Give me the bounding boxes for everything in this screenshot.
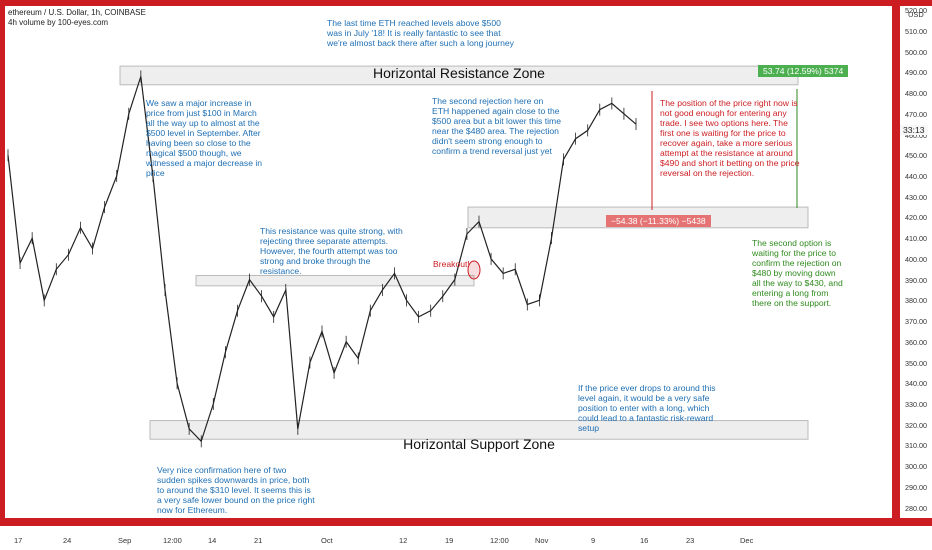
note-second-rejection: The second rejection here on ETH happene… xyxy=(432,96,561,156)
y-tick-label: 520.00 xyxy=(905,6,927,16)
x-tick-label: 17 xyxy=(14,536,23,545)
y-axis-unit: USD xyxy=(908,10,924,19)
current-price-label: 33:13 xyxy=(900,125,928,135)
resistance-zone-title: Horizontal Resistance Zone xyxy=(373,65,545,81)
y-tick-label: 420.00 xyxy=(905,213,927,223)
x-tick-label: 12:00 xyxy=(490,536,509,545)
note-second-option: The second option is waiting for the pri… xyxy=(752,238,843,308)
x-tick-label: 16 xyxy=(640,536,649,545)
x-tick-label: Nov xyxy=(535,536,549,545)
legend-volume: 4h volume by 100-eyes.com xyxy=(8,18,109,27)
note-drop: If the price ever drops to around this l… xyxy=(578,383,716,433)
y-tick-label: 290.00 xyxy=(905,482,927,492)
note-support: Very nice confirmation here of two sudde… xyxy=(157,465,315,515)
y-tick-label: 440.00 xyxy=(905,171,927,181)
y-tick-label: 430.00 xyxy=(905,192,927,202)
zone-rect-1 xyxy=(149,420,809,440)
x-tick-label: 21 xyxy=(254,536,263,545)
x-tick-label: 14 xyxy=(208,536,217,545)
x-tick-label: 12 xyxy=(399,536,408,545)
x-tick-label: 19 xyxy=(445,536,454,545)
note-resistance: This resistance was quite strong, with r… xyxy=(260,226,403,276)
y-tick-label: 360.00 xyxy=(905,337,927,347)
y-tick-label: 300.00 xyxy=(905,462,927,472)
breakout-marker xyxy=(467,260,481,280)
support-zone-title: Horizontal Support Zone xyxy=(403,436,555,452)
y-tick-label: 510.00 xyxy=(905,26,927,36)
y-tick-label: 340.00 xyxy=(905,379,927,389)
x-tick-label: Dec xyxy=(740,536,754,545)
y-tick-label: 400.00 xyxy=(905,254,927,264)
range-down-badge: −54.38 (−11.33%) −5438 xyxy=(606,215,711,227)
x-tick-label: 9 xyxy=(591,536,596,545)
y-tick-label: 450.00 xyxy=(905,151,927,161)
red-frame-top xyxy=(0,0,932,6)
y-tick-label: 460.00 xyxy=(905,130,927,140)
x-tick-label: 23 xyxy=(686,536,695,545)
breakout-label: Breakout! xyxy=(433,259,470,269)
y-tick-label: 500.00 xyxy=(905,47,927,57)
y-tick-label: 490.00 xyxy=(905,68,927,78)
y-tick-label: 370.00 xyxy=(905,317,927,327)
x-tick-label: 24 xyxy=(63,536,72,545)
y-tick-label: 410.00 xyxy=(905,234,927,244)
y-tick-label: 480.00 xyxy=(905,89,927,99)
y-tick-label: 280.00 xyxy=(905,503,927,513)
note-top: The last time ETH reached levels above $… xyxy=(327,18,514,48)
y-tick-label: 380.00 xyxy=(905,296,927,306)
red-frame-right xyxy=(892,0,900,526)
x-tick-label: 12:00 xyxy=(163,536,182,545)
red-frame-bottom xyxy=(0,518,932,526)
zone-rect-2 xyxy=(195,274,475,287)
y-tick-label: 330.00 xyxy=(905,399,927,409)
x-tick-label: Sep xyxy=(118,536,132,545)
y-tick-label: 390.00 xyxy=(905,275,927,285)
x-tick-label: Oct xyxy=(321,536,333,545)
legend-title: ethereum / U.S. Dollar, 1h, COINBASE xyxy=(8,8,146,17)
y-tick-label: 350.00 xyxy=(905,358,927,368)
y-tick-label: 320.00 xyxy=(905,420,927,430)
red-frame-left xyxy=(0,0,5,526)
y-tick-label: 310.00 xyxy=(905,441,927,451)
y-tick-label: 470.00 xyxy=(905,109,927,119)
range-up-badge: 53.74 (12.59%) 5374 xyxy=(758,65,849,77)
note-march: We saw a major increase in price from ju… xyxy=(146,98,263,178)
note-position: The position of the price right now is n… xyxy=(660,98,800,178)
